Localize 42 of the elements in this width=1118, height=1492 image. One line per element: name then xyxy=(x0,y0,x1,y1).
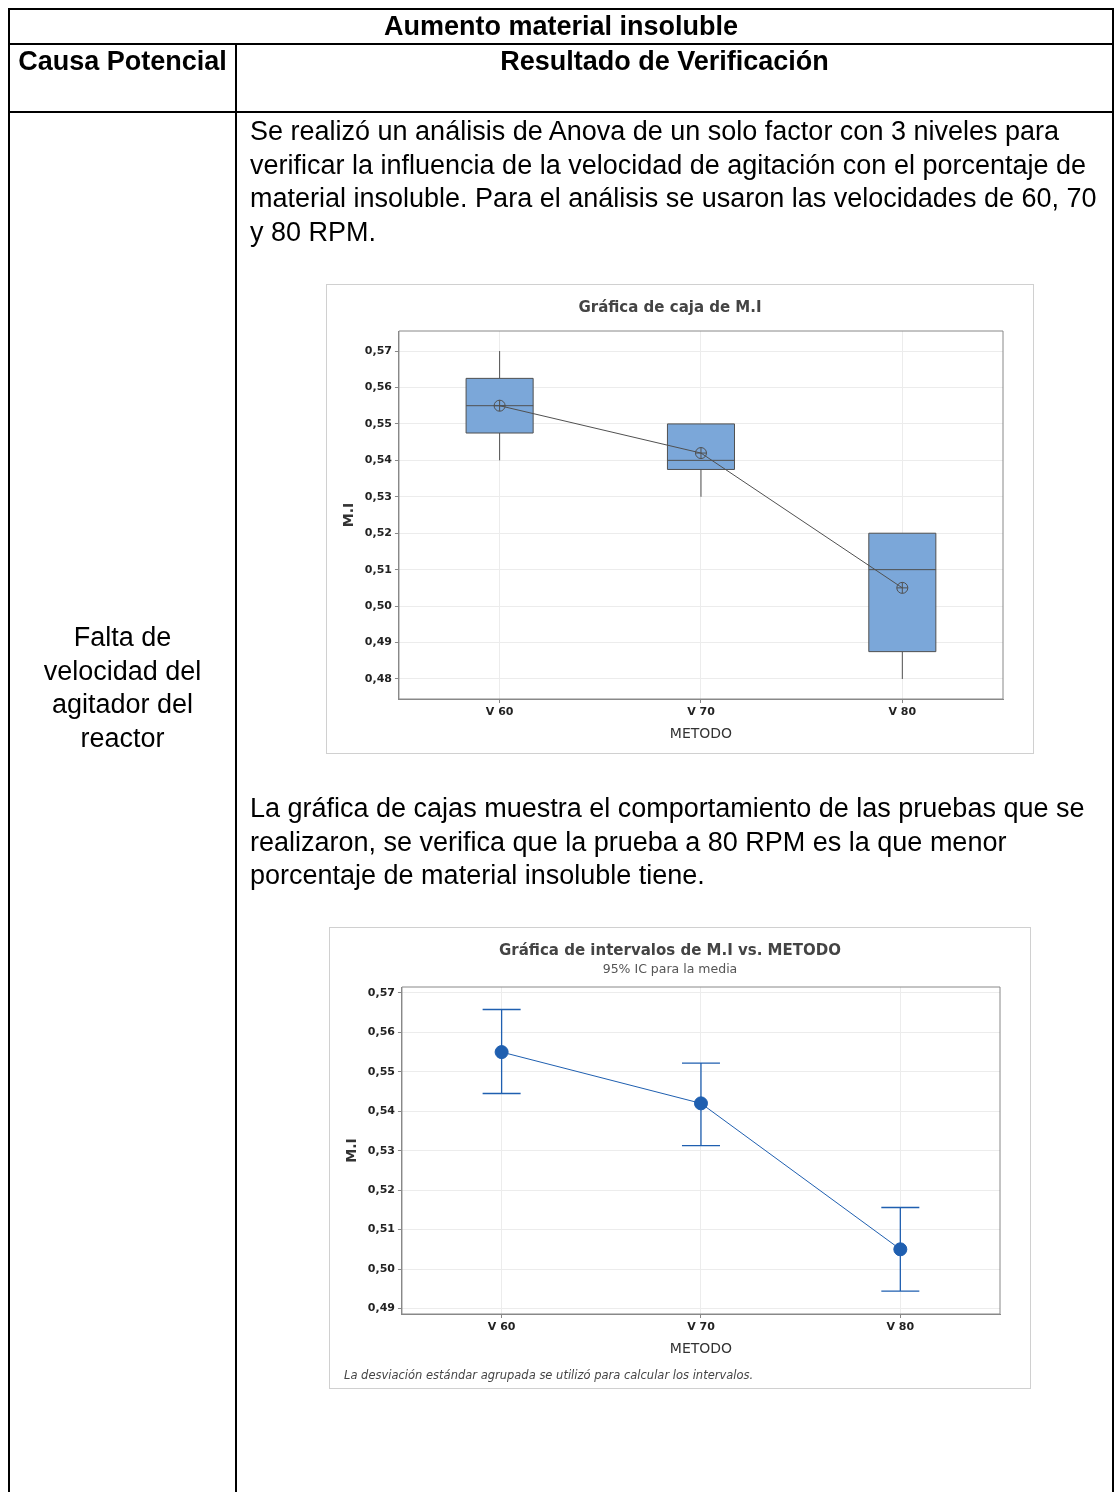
y-tick-label: 0,57 xyxy=(367,985,395,999)
chart-title: Gráfica de caja de M.I xyxy=(578,297,762,316)
point xyxy=(693,1095,708,1110)
x-tick-label: V 80 xyxy=(888,705,917,719)
text: La gráfica de cajas muestra el comportamiento de las pruebas que se realizaron, se verifica que la prueba a 80 RPM es la que menor porcentaje de material insoluble tiene. xyxy=(250,792,1086,892)
x-axis-title: METODO xyxy=(669,725,733,742)
chart-title: Gráfica de intervalos de M.I vs. METODO xyxy=(499,940,841,959)
y-tick-label: 0,51 xyxy=(367,1221,395,1235)
y-tick-label: 0,50 xyxy=(367,1261,396,1275)
y-tick-label: 0,49 xyxy=(367,1300,395,1314)
y-tick-label: 0,57 xyxy=(364,343,392,357)
y-axis-title: M.I xyxy=(340,502,357,528)
y-tick-label: 0,49 xyxy=(364,635,392,649)
y-tick-label: 0,48 xyxy=(364,671,392,685)
y-tick-label: 0,55 xyxy=(364,416,392,430)
y-tick-label: 0,54 xyxy=(364,453,393,467)
chart-subtitle: 95% IC para la media xyxy=(602,960,738,976)
y-tick-label: 0,55 xyxy=(367,1064,395,1078)
x-tick-label: V 80 xyxy=(886,1319,915,1333)
x-axis-title: METODO xyxy=(669,1339,733,1356)
y-tick-label: 0,52 xyxy=(367,1182,395,1196)
y-tick-label: 0,50 xyxy=(364,598,393,612)
y-tick-label: 0,51 xyxy=(364,562,392,576)
x-tick-label: V 70 xyxy=(687,705,716,719)
text: Causa Potencial xyxy=(9,44,236,112)
text: Aumento material insoluble xyxy=(9,9,1113,44)
point xyxy=(893,1241,908,1256)
y-tick-label: 0,53 xyxy=(367,1143,395,1157)
x-tick-label: V 60 xyxy=(487,1319,516,1333)
text: La desviación estándar agrupada se utilizó para calcular los intervalos. xyxy=(343,1367,755,1384)
text: Se realizó un análisis de Anova de un solo factor con 3 niveles para verificar la influencia de la velocidad de agitación con el porcentaje de material insoluble. Para el análisis se usaron las velocidades de 60, 70 y 80 RPM. xyxy=(250,115,1098,249)
text: Resultado de Verificación xyxy=(236,44,1113,112)
x-tick-label: V 70 xyxy=(687,1319,716,1333)
y-tick-label: 0,56 xyxy=(364,380,393,394)
y-tick-label: 0,52 xyxy=(364,526,392,540)
y-tick-label: 0,53 xyxy=(364,489,392,503)
x-tick-label: V 60 xyxy=(485,705,514,719)
y-axis-title: M.I xyxy=(343,1137,360,1163)
y-tick-label: 0,54 xyxy=(367,1103,396,1117)
y-tick-label: 0,56 xyxy=(367,1024,396,1038)
text: Falta de velocidad del agitador del reactor xyxy=(9,112,236,1492)
point xyxy=(494,1044,509,1059)
